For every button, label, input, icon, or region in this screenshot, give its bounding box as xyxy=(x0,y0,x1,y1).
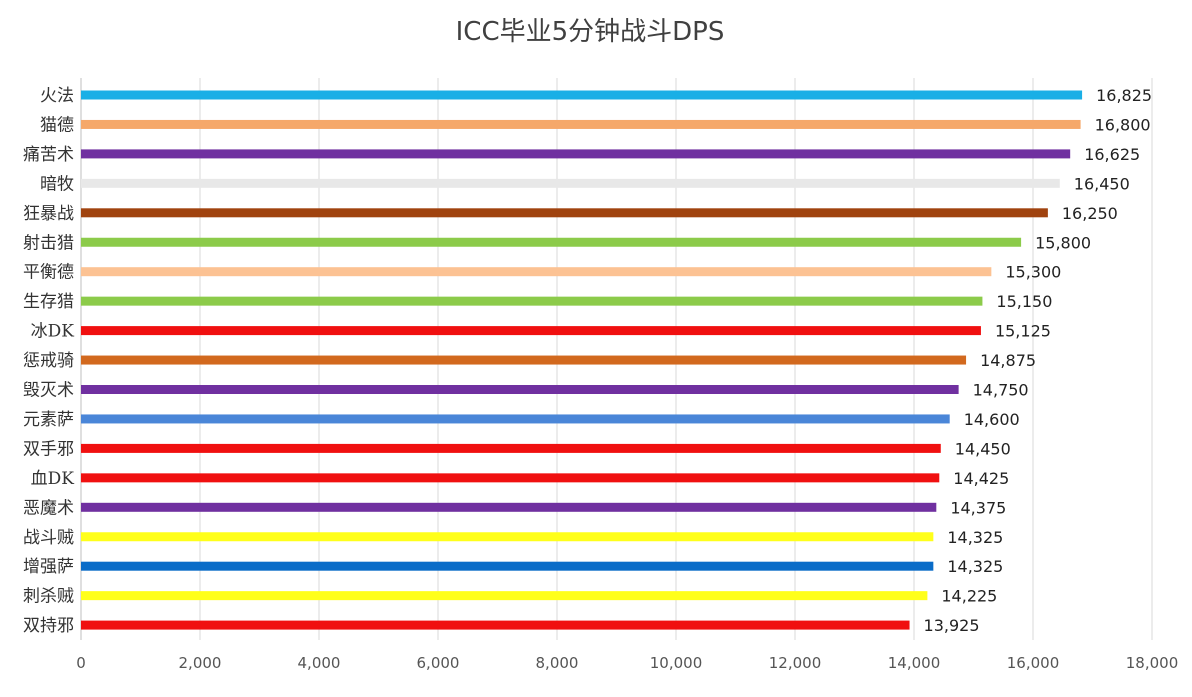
category-label: 火法 xyxy=(40,86,74,106)
x-tick-label: 2,000 xyxy=(179,654,222,672)
category-label: 狂暴战 xyxy=(23,204,74,224)
category-label: 双手邪 xyxy=(23,439,74,459)
bar xyxy=(81,473,940,483)
bar xyxy=(81,620,910,630)
data-label: 14,600 xyxy=(964,410,1020,429)
bar xyxy=(81,178,1060,188)
x-tick-label: 14,000 xyxy=(888,654,941,672)
data-label: 15,150 xyxy=(996,292,1052,311)
category-label: 生存猎 xyxy=(23,292,74,312)
x-tick-label: 16,000 xyxy=(1007,654,1060,672)
data-label: 14,875 xyxy=(980,351,1036,370)
category-label: 猫德 xyxy=(40,115,74,135)
x-tick-label: 18,000 xyxy=(1126,654,1179,672)
bar xyxy=(81,532,934,542)
bar xyxy=(81,443,941,453)
bar xyxy=(81,237,1022,247)
data-label: 14,375 xyxy=(950,498,1006,517)
data-label: 15,300 xyxy=(1005,263,1061,282)
x-tick-label: 0 xyxy=(76,654,86,672)
data-label: 14,325 xyxy=(947,528,1003,547)
bar xyxy=(81,355,967,365)
category-label: 刺杀贼 xyxy=(23,587,74,607)
data-label: 14,225 xyxy=(941,587,997,606)
category-label: 射击猎 xyxy=(23,233,74,253)
bar xyxy=(81,267,992,277)
data-label: 15,125 xyxy=(995,322,1051,341)
category-label: 增强萨 xyxy=(23,557,74,577)
category-label: 暗牧 xyxy=(40,174,74,194)
data-label: 14,750 xyxy=(973,381,1029,400)
bar xyxy=(81,296,983,306)
bar xyxy=(81,119,1081,129)
category-label: 冰DK xyxy=(31,322,75,342)
category-label: 元素萨 xyxy=(23,410,74,430)
x-tick-label: 6,000 xyxy=(417,654,460,672)
x-tick-label: 12,000 xyxy=(769,654,822,672)
x-tick-label: 4,000 xyxy=(298,654,341,672)
data-label: 14,325 xyxy=(947,557,1003,576)
data-label: 14,450 xyxy=(955,439,1011,458)
chart-title: ICC毕业5分钟战斗DPS xyxy=(456,17,725,47)
category-label: 平衡德 xyxy=(23,263,74,283)
category-label: 血DK xyxy=(31,469,75,489)
category-label: 惩戒骑 xyxy=(23,351,74,371)
bar xyxy=(81,90,1083,100)
data-label: 14,425 xyxy=(953,469,1009,488)
x-tick-label: 8,000 xyxy=(536,654,579,672)
bar xyxy=(81,414,950,424)
data-label: 13,925 xyxy=(924,616,980,635)
data-label: 16,825 xyxy=(1096,86,1152,105)
bar xyxy=(81,502,937,512)
category-label: 双持邪 xyxy=(23,616,74,636)
x-tick-label: 10,000 xyxy=(650,654,703,672)
bar xyxy=(81,326,981,336)
data-label: 16,625 xyxy=(1084,145,1140,164)
bar xyxy=(81,385,959,394)
category-label: 毁灭术 xyxy=(23,381,74,401)
data-label: 16,250 xyxy=(1062,204,1118,223)
category-label: 恶魔术 xyxy=(23,498,74,518)
category-label: 战斗贼 xyxy=(23,528,74,548)
data-label: 16,800 xyxy=(1095,115,1151,134)
data-label: 16,450 xyxy=(1074,174,1130,193)
category-label: 痛苦术 xyxy=(23,145,74,165)
bar xyxy=(81,591,928,601)
data-label: 15,800 xyxy=(1035,233,1091,252)
bar xyxy=(81,149,1071,159)
bar xyxy=(81,208,1048,218)
bar xyxy=(81,561,934,571)
